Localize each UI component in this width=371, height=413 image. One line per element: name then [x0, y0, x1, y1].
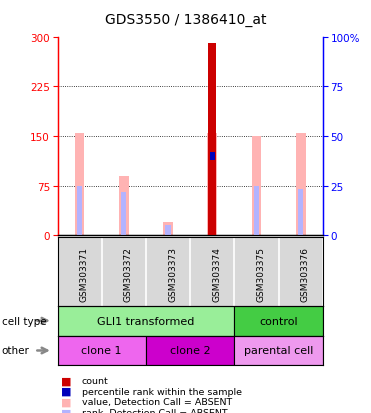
Text: GDS3550 / 1386410_at: GDS3550 / 1386410_at — [105, 13, 266, 27]
Text: clone 2: clone 2 — [170, 346, 210, 356]
Bar — [121, 193, 127, 236]
Text: percentile rank within the sample: percentile rank within the sample — [82, 387, 242, 396]
Bar — [119, 176, 129, 236]
Text: GSM303376: GSM303376 — [301, 246, 310, 301]
Bar — [163, 223, 173, 236]
Text: clone 1: clone 1 — [82, 346, 122, 356]
Bar — [298, 190, 303, 236]
Bar — [252, 137, 261, 236]
Bar — [58, 336, 146, 366]
Text: count: count — [82, 376, 108, 385]
Bar — [208, 44, 216, 236]
Bar — [234, 336, 323, 366]
Text: rank, Detection Call = ABSENT: rank, Detection Call = ABSENT — [82, 408, 227, 413]
Text: parental cell: parental cell — [244, 346, 313, 356]
Bar — [165, 226, 171, 236]
Text: cell type: cell type — [2, 316, 46, 326]
Text: GSM303372: GSM303372 — [124, 246, 133, 301]
Text: other: other — [2, 346, 30, 356]
Text: ■: ■ — [61, 386, 72, 396]
Bar — [207, 133, 217, 236]
Text: GLI1 transformed: GLI1 transformed — [97, 316, 195, 326]
Text: ■: ■ — [61, 375, 72, 385]
Bar — [58, 306, 234, 336]
Text: GSM303374: GSM303374 — [212, 246, 221, 301]
Text: GSM303375: GSM303375 — [256, 246, 266, 301]
Bar — [146, 336, 234, 366]
Bar — [75, 133, 85, 236]
Text: GSM303371: GSM303371 — [80, 246, 89, 301]
Text: value, Detection Call = ABSENT: value, Detection Call = ABSENT — [82, 397, 232, 406]
Bar — [210, 152, 215, 161]
Bar — [210, 157, 215, 236]
Text: ■: ■ — [61, 397, 72, 407]
Bar — [296, 133, 306, 236]
Text: control: control — [259, 316, 298, 326]
Text: GSM303373: GSM303373 — [168, 246, 177, 301]
Text: ■: ■ — [61, 408, 72, 413]
Bar — [254, 186, 259, 236]
Bar — [77, 186, 82, 236]
Bar — [234, 306, 323, 336]
